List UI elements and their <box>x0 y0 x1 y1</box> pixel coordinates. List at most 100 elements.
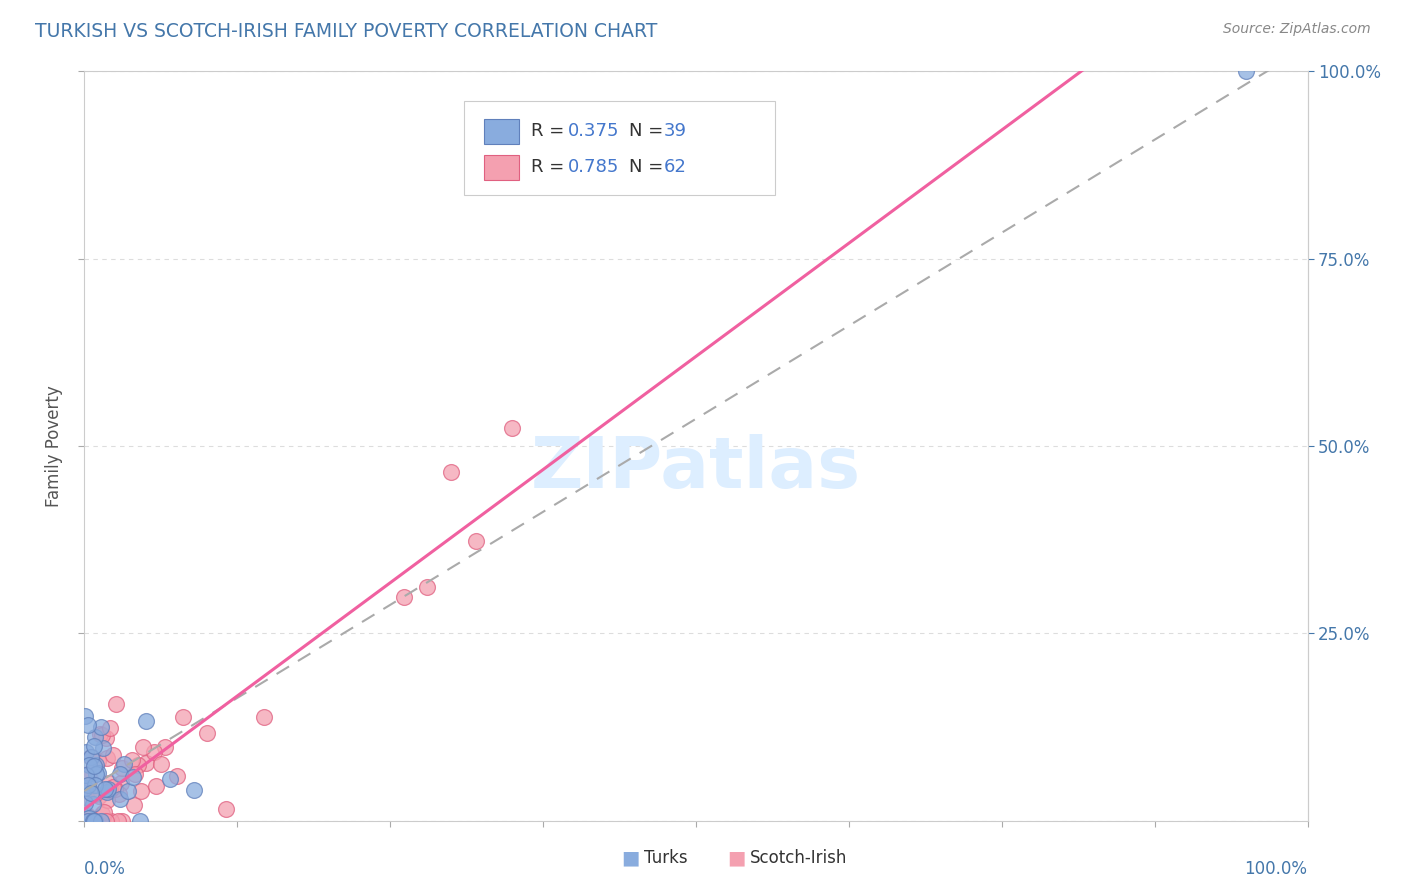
Text: R =: R = <box>531 158 569 177</box>
Text: 0.785: 0.785 <box>568 158 619 177</box>
Point <box>77 812 100 826</box>
Text: 100.0%: 100.0% <box>1244 860 1308 878</box>
Point <box>75 745 97 759</box>
Point <box>97 781 120 796</box>
FancyBboxPatch shape <box>464 102 776 195</box>
FancyBboxPatch shape <box>484 119 519 144</box>
Point <box>82 814 104 828</box>
Point <box>253 710 276 724</box>
Point <box>108 766 131 780</box>
Point <box>83 814 105 828</box>
Point <box>104 697 127 711</box>
Text: 62: 62 <box>664 158 688 177</box>
Point <box>150 756 173 771</box>
Point <box>91 814 114 828</box>
Point <box>75 781 97 796</box>
Point <box>90 720 112 734</box>
Point <box>172 710 194 724</box>
Point <box>75 814 97 828</box>
Point <box>122 770 145 784</box>
Point <box>75 796 97 810</box>
Point <box>97 775 120 789</box>
Point <box>83 814 105 828</box>
Point <box>96 793 118 807</box>
Point <box>84 758 107 772</box>
Point <box>83 739 105 753</box>
Point <box>90 806 112 821</box>
Point <box>98 782 121 797</box>
Text: 0.375: 0.375 <box>568 122 619 140</box>
Point <box>135 714 157 728</box>
Point <box>80 814 103 828</box>
Point <box>464 534 486 549</box>
Text: R =: R = <box>531 122 569 140</box>
FancyBboxPatch shape <box>484 154 519 180</box>
Point <box>77 814 100 828</box>
Point <box>107 814 129 828</box>
Point <box>82 814 104 828</box>
Point <box>110 776 132 790</box>
Point <box>83 731 105 745</box>
Point <box>89 727 111 741</box>
Point <box>76 778 98 792</box>
Point <box>83 759 105 773</box>
Point <box>84 787 107 801</box>
Point <box>416 580 439 594</box>
Point <box>129 814 152 828</box>
Point <box>104 782 127 797</box>
Point <box>83 814 105 828</box>
Point <box>111 761 134 775</box>
Text: ■: ■ <box>727 848 745 868</box>
Point <box>94 814 117 828</box>
Point <box>75 790 97 805</box>
Y-axis label: Family Poverty: Family Poverty <box>45 385 63 507</box>
Point <box>91 740 114 755</box>
Text: N =: N = <box>628 158 669 177</box>
Point <box>129 784 152 798</box>
Point <box>87 765 110 780</box>
Point <box>103 780 125 794</box>
Text: ZIPatlas: ZIPatlas <box>531 434 860 503</box>
Point <box>108 792 131 806</box>
Point <box>111 814 134 828</box>
Point <box>440 465 463 479</box>
Point <box>112 757 135 772</box>
Point <box>117 784 139 798</box>
Point <box>84 778 107 792</box>
Point <box>84 767 107 781</box>
Point <box>89 789 111 803</box>
Point <box>127 758 149 772</box>
Point <box>79 814 101 828</box>
Point <box>77 718 100 732</box>
Point <box>124 767 146 781</box>
Point <box>124 797 146 812</box>
Point <box>75 814 97 828</box>
Point <box>91 728 114 742</box>
Point <box>183 782 205 797</box>
Point <box>76 814 98 828</box>
Text: 0.0%: 0.0% <box>84 860 127 878</box>
Text: Turks: Turks <box>644 849 688 867</box>
Point <box>1236 64 1258 78</box>
Point <box>100 814 122 828</box>
Point <box>80 750 103 764</box>
Text: Source: ZipAtlas.com: Source: ZipAtlas.com <box>1223 22 1371 37</box>
Point <box>87 754 110 768</box>
Point <box>90 814 112 828</box>
Point <box>98 721 121 735</box>
Point <box>80 786 103 800</box>
Point <box>75 768 97 782</box>
Point <box>77 808 100 822</box>
Point <box>84 814 107 828</box>
Point <box>143 745 166 759</box>
Point <box>215 802 238 816</box>
Point <box>96 784 118 798</box>
Point <box>159 772 181 786</box>
Point <box>131 739 153 754</box>
Point <box>195 725 218 739</box>
Point <box>108 787 131 801</box>
Point <box>76 814 98 828</box>
Point <box>96 731 118 746</box>
Point <box>73 708 96 723</box>
Point <box>502 420 524 434</box>
